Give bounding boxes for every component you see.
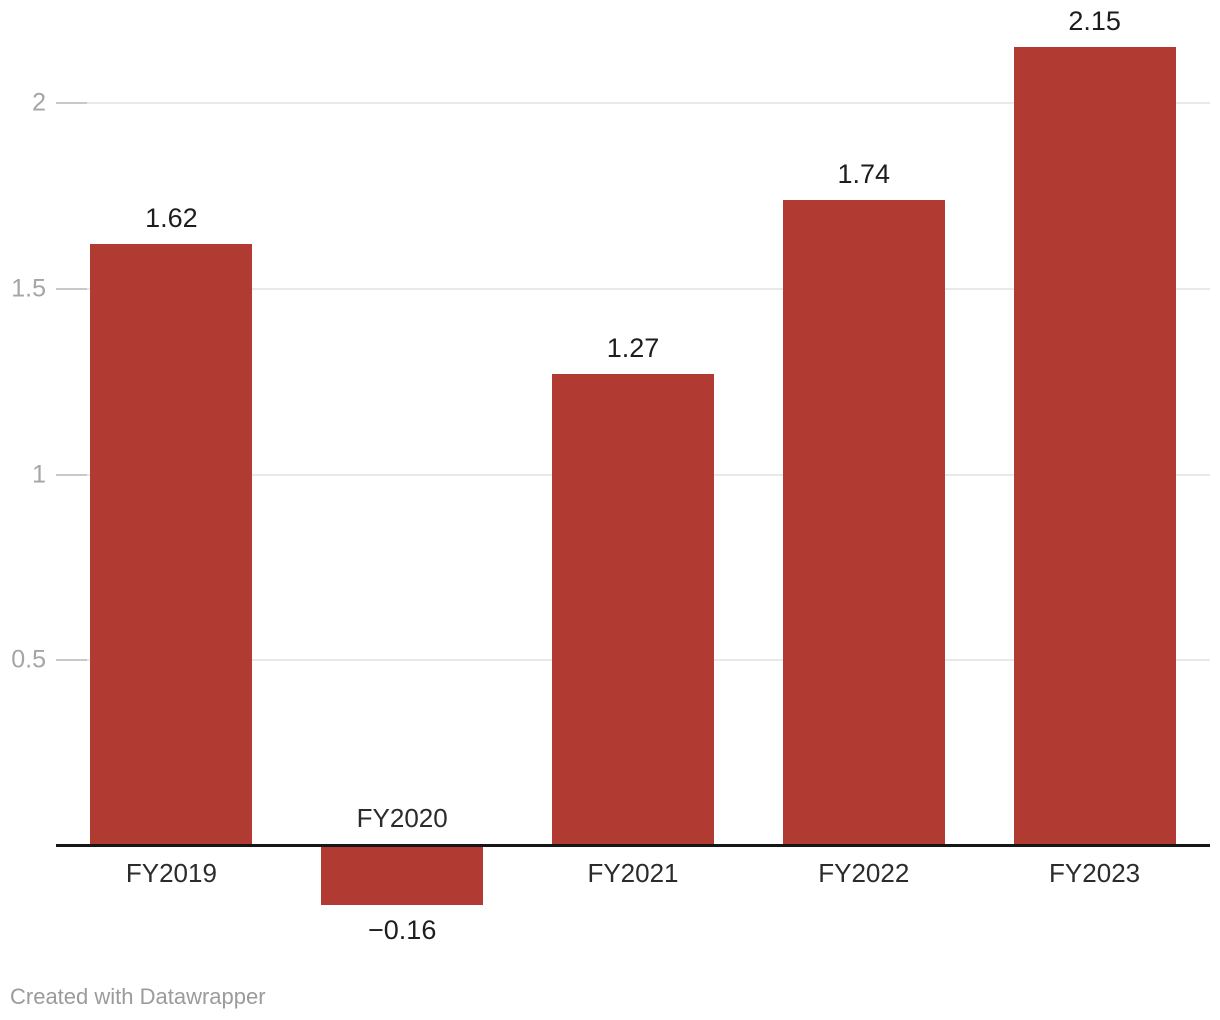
- axis-tick: [56, 102, 87, 104]
- gridline: [56, 102, 1210, 104]
- bar-fy2022[interactable]: [782, 199, 945, 846]
- x-axis-category-label: FY2020: [356, 803, 448, 833]
- axis-tick: [56, 473, 87, 476]
- datawrapper-credit-link[interactable]: Created with Datawrapper: [10, 984, 266, 1009]
- value-label: 2.15: [1068, 6, 1121, 37]
- x-axis-baseline: [56, 844, 1210, 847]
- y-axis-tick-label: 2: [32, 88, 46, 117]
- gridline: [56, 287, 1210, 290]
- bar-fy2019[interactable]: [90, 244, 253, 846]
- bar-fy2020[interactable]: [321, 846, 484, 906]
- value-label: −0.16: [368, 915, 437, 946]
- axis-tick: [56, 659, 87, 662]
- axis-tick: [56, 287, 87, 290]
- x-axis-category-label: FY2022: [818, 858, 910, 888]
- x-axis-category-label: FY2021: [587, 858, 679, 888]
- bar-fy2021[interactable]: [552, 374, 714, 846]
- y-axis-tick-label: 1.5: [11, 274, 46, 303]
- bar-fy2023[interactable]: [1013, 47, 1176, 846]
- value-label: 1.27: [606, 333, 660, 364]
- x-axis-category-label: FY2019: [125, 858, 217, 888]
- value-label: 1.74: [837, 158, 891, 189]
- y-axis-tick-label: 0.5: [11, 645, 46, 674]
- y-axis-tick-label: 1: [32, 460, 46, 488]
- x-axis-category-label: FY2023: [1049, 858, 1141, 888]
- value-label: 1.62: [145, 203, 198, 234]
